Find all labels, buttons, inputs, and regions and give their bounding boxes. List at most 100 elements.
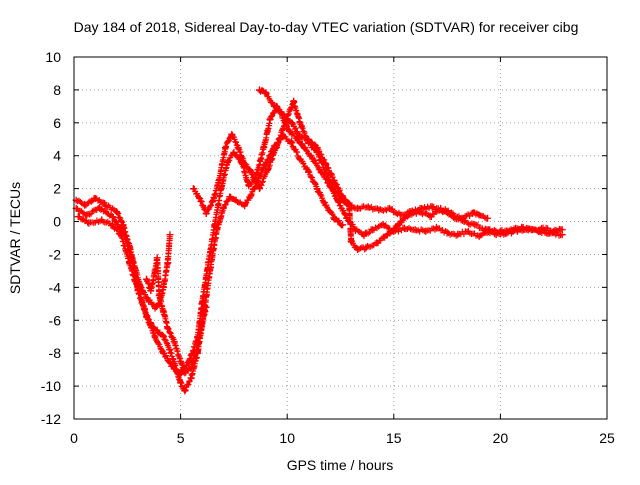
- data-point: [204, 259, 212, 267]
- y-tick-label: -6: [49, 312, 62, 328]
- data-point: [160, 308, 168, 316]
- data-point: [400, 224, 408, 232]
- data-point: [464, 227, 472, 235]
- data-point: [373, 239, 381, 247]
- data-point: [166, 346, 174, 354]
- data-point: [290, 97, 298, 105]
- data-point: [545, 229, 553, 237]
- data-point: [145, 297, 153, 305]
- data-point: [339, 193, 347, 201]
- x-tick-label: 15: [386, 430, 402, 446]
- data-point: [484, 214, 492, 222]
- y-tick-label: 10: [45, 49, 61, 65]
- data-point: [134, 287, 142, 295]
- chart-title: Day 184 of 2018, Sidereal Day-to-day VTE…: [74, 19, 579, 35]
- data-point: [170, 338, 178, 346]
- data-point: [160, 283, 168, 291]
- data-point: [215, 176, 223, 184]
- data-point: [177, 379, 185, 387]
- data-point: [177, 357, 185, 365]
- y-tick-label: -10: [41, 378, 61, 394]
- data-point: [224, 158, 232, 166]
- data-point: [142, 275, 150, 283]
- data-point: [211, 221, 219, 229]
- data-point: [535, 227, 543, 235]
- data-point: [155, 292, 163, 300]
- data-point: [262, 89, 270, 97]
- series-track-c: [74, 102, 566, 379]
- x-tick-label: 10: [279, 430, 295, 446]
- data-point: [305, 168, 313, 176]
- data-point: [273, 144, 281, 151]
- data-point: [81, 201, 89, 209]
- data-point: [354, 204, 362, 212]
- data-point: [102, 201, 110, 209]
- data-point: [383, 231, 391, 239]
- series-track-f: [142, 254, 210, 377]
- data-point: [117, 231, 125, 239]
- data-point: [322, 201, 330, 209]
- data-point: [375, 206, 383, 214]
- data-point: [475, 211, 483, 219]
- data-point: [287, 119, 295, 127]
- data-point: [264, 165, 272, 173]
- data-point: [481, 226, 489, 234]
- data-point: [108, 221, 116, 229]
- axis-ticks: 0 5 10 15 20 25 -12 -10 -8 -6 -4 -2 0 2 4 6 8 10: [41, 49, 615, 446]
- data-point: [270, 102, 278, 110]
- data-point: [396, 211, 404, 219]
- data-point: [255, 185, 263, 193]
- data-point: [492, 231, 500, 239]
- y-tick-label: -2: [49, 246, 62, 262]
- data-point: [503, 229, 511, 237]
- y-tick-label: 8: [53, 82, 61, 98]
- data-point: [296, 155, 304, 163]
- data-point: [241, 201, 249, 209]
- data-point: [234, 144, 242, 151]
- data-point: [426, 213, 434, 221]
- data-point: [475, 232, 483, 240]
- data-point: [96, 204, 104, 212]
- data-point: [245, 181, 253, 189]
- data-point: [108, 213, 116, 221]
- data-point: [368, 226, 376, 234]
- data-point: [164, 259, 172, 267]
- data-point: [74, 213, 82, 221]
- data-point: [411, 226, 419, 234]
- y-tick-label: 0: [53, 214, 61, 230]
- data-point: [98, 216, 106, 224]
- data-point: [164, 325, 172, 332]
- data-point: [160, 349, 168, 357]
- data-point: [194, 341, 202, 349]
- data-point: [125, 259, 133, 267]
- data-point: [469, 209, 477, 217]
- data-point: [313, 185, 321, 193]
- data-point: [305, 135, 313, 143]
- data-point: [153, 254, 161, 262]
- data-point: [379, 221, 387, 229]
- x-tick-label: 20: [493, 430, 509, 446]
- y-tick-label: 6: [53, 115, 61, 131]
- data-point: [198, 300, 206, 308]
- data-point: [153, 326, 161, 334]
- data-point: [285, 127, 293, 135]
- series-trace: [75, 103, 564, 377]
- data-point: [458, 214, 466, 222]
- data-point: [262, 160, 270, 168]
- y-tick-label: -8: [49, 345, 62, 361]
- data-point: [147, 287, 155, 295]
- data-point: [219, 204, 227, 212]
- data-point: [166, 231, 174, 239]
- data-series: [72, 86, 566, 395]
- data-point: [281, 119, 289, 127]
- data-point: [394, 221, 402, 229]
- data-point: [151, 303, 159, 311]
- data-point: [181, 387, 189, 395]
- data-point: [228, 130, 236, 138]
- data-point: [347, 237, 355, 245]
- data-point: [364, 203, 372, 211]
- data-point: [309, 155, 317, 163]
- data-point: [428, 203, 436, 211]
